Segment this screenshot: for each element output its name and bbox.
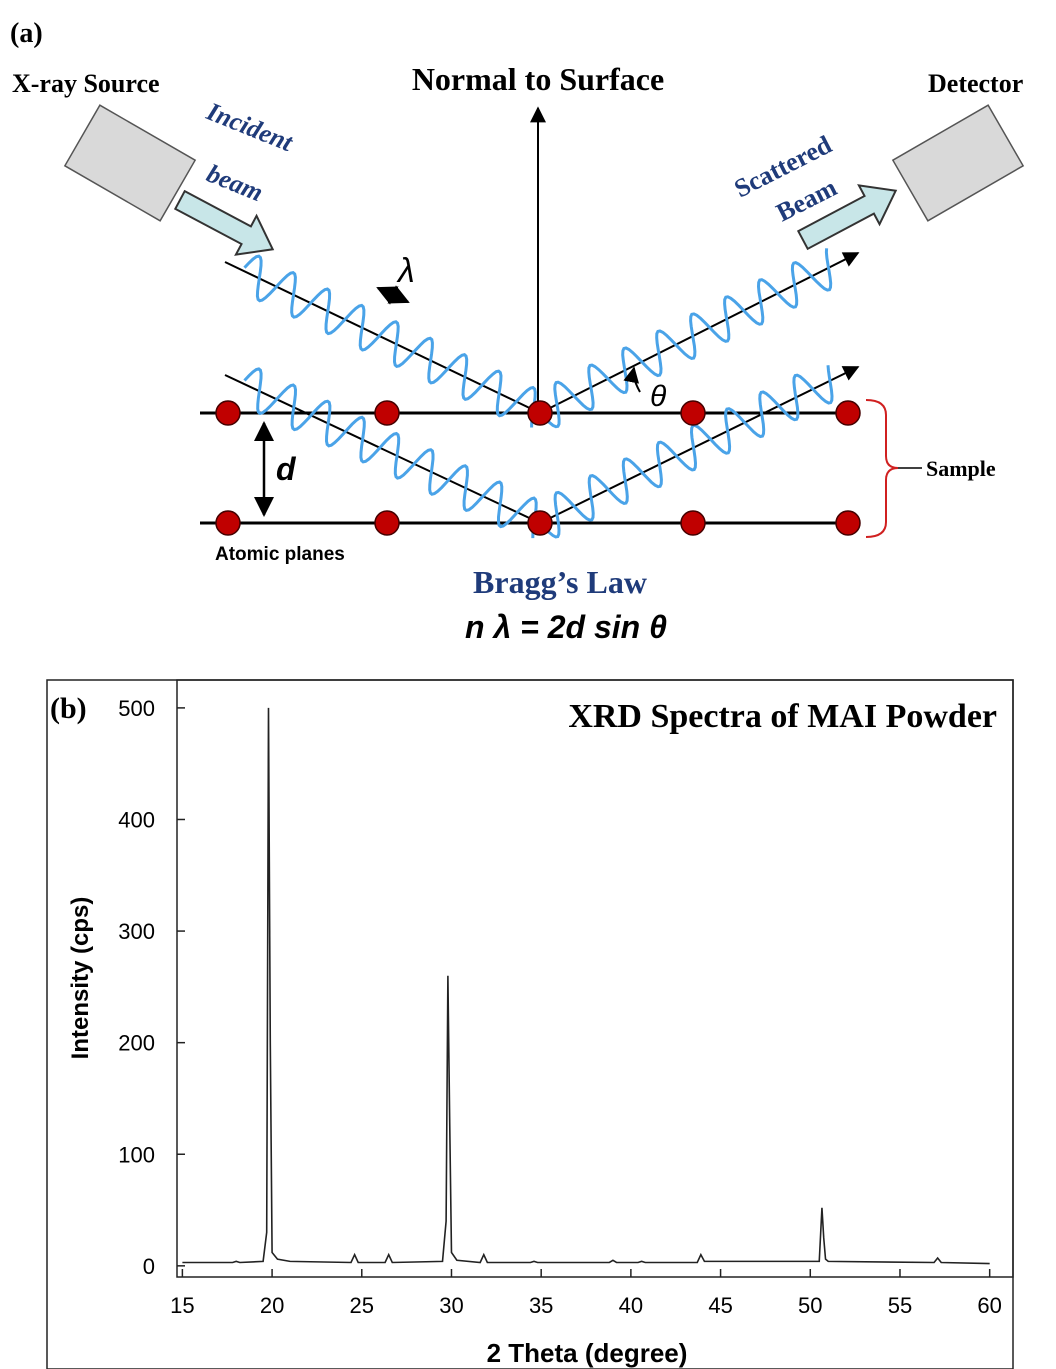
wavelength-arrow bbox=[378, 288, 408, 302]
page: {"diagram": {"panel_label": "(a)", "sour… bbox=[0, 0, 1056, 1369]
diagram: (a) X-ray Source Normal to Surface Detec… bbox=[10, 18, 1023, 645]
plot-frame bbox=[177, 680, 1013, 1277]
atom bbox=[528, 401, 552, 425]
panel-frame bbox=[47, 680, 1013, 1369]
angle-symbol: θ bbox=[650, 380, 667, 413]
wave bbox=[540, 248, 831, 426]
x-tick-label: 50 bbox=[798, 1293, 822, 1318]
panel-label: (b) bbox=[50, 692, 87, 725]
atom bbox=[216, 401, 240, 425]
planes-label: Atomic planes bbox=[215, 544, 345, 565]
x-tick-label: 30 bbox=[439, 1293, 463, 1318]
x-tick-label: 55 bbox=[888, 1293, 912, 1318]
y-tick-label: 200 bbox=[118, 1031, 155, 1056]
detector-box bbox=[893, 105, 1023, 221]
x-tick-label: 60 bbox=[977, 1293, 1001, 1318]
atom bbox=[216, 511, 240, 535]
atom bbox=[836, 401, 860, 425]
x-axis-label: 2 Theta (degree) bbox=[487, 1338, 688, 1368]
source-box bbox=[65, 105, 195, 221]
atom bbox=[528, 511, 552, 535]
y-tick-label: 500 bbox=[118, 696, 155, 721]
y-tick-label: 300 bbox=[118, 919, 155, 944]
ray bbox=[225, 375, 540, 523]
detector-label: Detector bbox=[928, 69, 1023, 98]
x-tick-label: 35 bbox=[529, 1293, 553, 1318]
angle-arc bbox=[634, 368, 640, 392]
figure: (a) X-ray Source Normal to Surface Detec… bbox=[0, 0, 1056, 1369]
atom bbox=[836, 511, 860, 535]
wavelength-symbol: λ bbox=[396, 252, 415, 290]
ray bbox=[225, 262, 540, 413]
normal-label: Normal to Surface bbox=[412, 61, 664, 97]
chart-title: XRD Spectra of MAI Powder bbox=[568, 698, 997, 735]
y-tick-label: 100 bbox=[118, 1142, 155, 1167]
law-equation: n λ = 2d sin θ bbox=[465, 609, 667, 645]
spacing-symbol: d bbox=[276, 451, 297, 487]
incident-label: Incident bbox=[202, 96, 298, 157]
y-axis-label: Intensity (cps) bbox=[67, 897, 94, 1060]
atom bbox=[681, 401, 705, 425]
y-tick-label: 0 bbox=[143, 1254, 155, 1279]
x-tick-label: 20 bbox=[260, 1293, 284, 1318]
sample-brace bbox=[866, 400, 898, 537]
x-tick-label: 45 bbox=[708, 1293, 732, 1318]
sample-label: Sample bbox=[926, 456, 996, 481]
y-tick-label: 400 bbox=[118, 807, 155, 832]
ray bbox=[540, 367, 858, 523]
x-tick-label: 40 bbox=[619, 1293, 643, 1318]
atom bbox=[681, 511, 705, 535]
x-tick-label: 25 bbox=[350, 1293, 374, 1318]
atom bbox=[375, 401, 399, 425]
incident-label: beam bbox=[203, 159, 267, 208]
law-title: Bragg’s Law bbox=[473, 564, 647, 600]
panel-label: (a) bbox=[10, 18, 43, 49]
spectrum-line bbox=[182, 708, 989, 1264]
atom bbox=[375, 511, 399, 535]
x-tick-label: 15 bbox=[170, 1293, 194, 1318]
source-label: X-ray Source bbox=[12, 69, 160, 98]
